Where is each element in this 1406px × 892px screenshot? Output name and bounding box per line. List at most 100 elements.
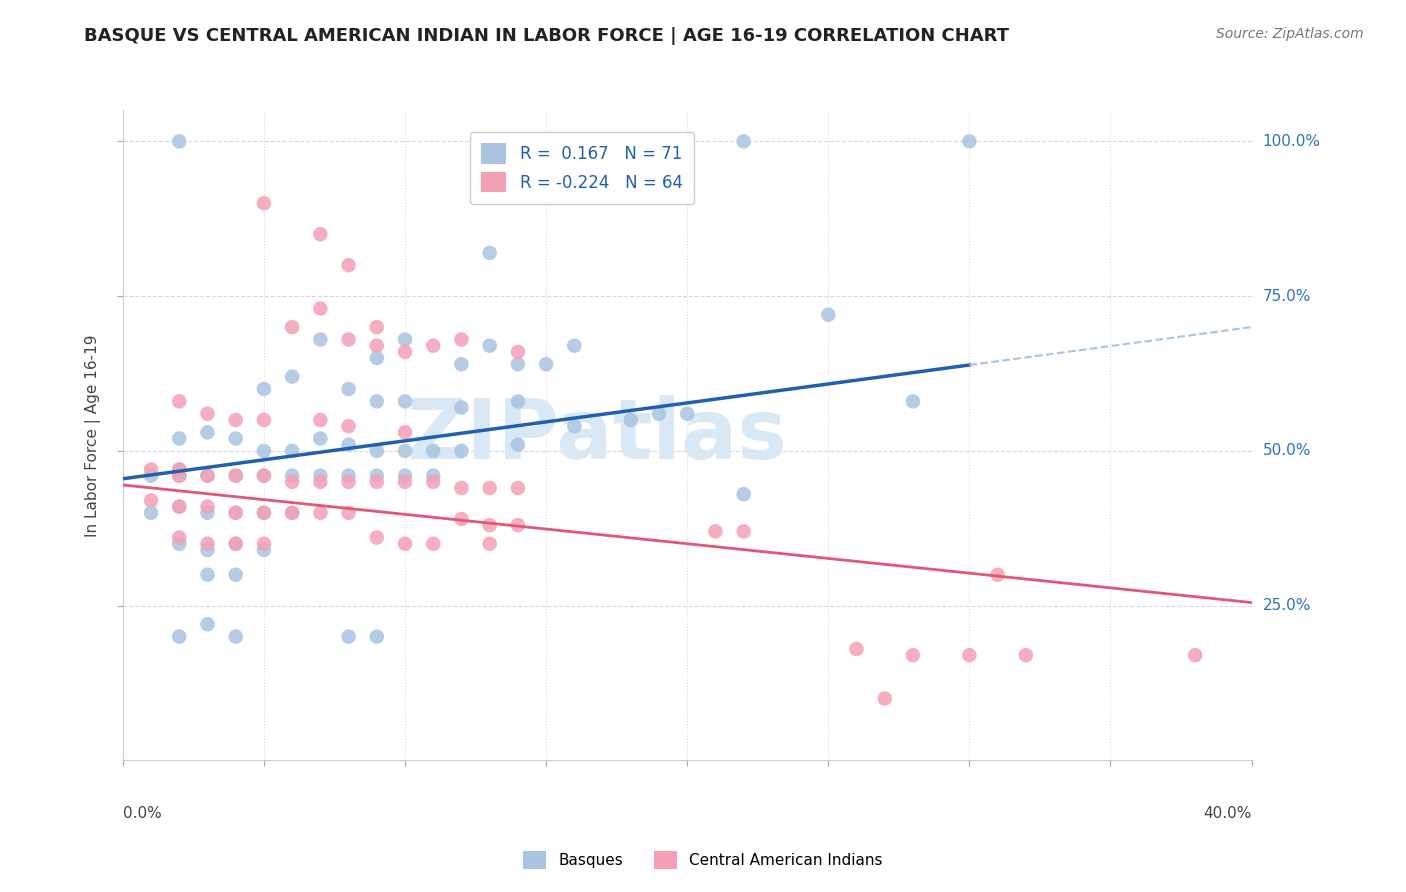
Point — [1184, 648, 1206, 662]
Point — [309, 475, 332, 489]
Point — [987, 567, 1010, 582]
Point — [506, 518, 529, 533]
Point — [733, 524, 755, 539]
Point — [422, 443, 444, 458]
Point — [309, 227, 332, 242]
Text: 0.0%: 0.0% — [122, 805, 162, 821]
Point — [169, 135, 191, 149]
Point — [366, 351, 388, 365]
Point — [309, 333, 332, 347]
Point — [197, 543, 219, 558]
Point — [197, 468, 219, 483]
Point — [139, 462, 162, 476]
Point — [253, 543, 276, 558]
Point — [197, 407, 219, 421]
Point — [366, 475, 388, 489]
Point — [225, 432, 247, 446]
Point — [478, 537, 501, 551]
Text: 25.0%: 25.0% — [1263, 599, 1310, 613]
Point — [169, 462, 191, 476]
Point — [957, 648, 980, 662]
Point — [873, 691, 896, 706]
Point — [169, 537, 191, 551]
Point — [337, 382, 360, 396]
Text: BASQUE VS CENTRAL AMERICAN INDIAN IN LABOR FORCE | AGE 16-19 CORRELATION CHART: BASQUE VS CENTRAL AMERICAN INDIAN IN LAB… — [84, 27, 1010, 45]
Point — [478, 135, 501, 149]
Point — [337, 630, 360, 644]
Point — [197, 425, 219, 440]
Point — [394, 475, 416, 489]
Point — [281, 468, 304, 483]
Point — [478, 339, 501, 353]
Point — [225, 537, 247, 551]
Point — [422, 475, 444, 489]
Point — [1015, 648, 1038, 662]
Point — [139, 493, 162, 508]
Point — [197, 537, 219, 551]
Point — [197, 468, 219, 483]
Point — [253, 468, 276, 483]
Point — [253, 506, 276, 520]
Point — [478, 245, 501, 260]
Point — [197, 500, 219, 514]
Point — [309, 432, 332, 446]
Point — [253, 468, 276, 483]
Point — [676, 407, 699, 421]
Point — [394, 333, 416, 347]
Point — [394, 443, 416, 458]
Point — [366, 468, 388, 483]
Point — [253, 506, 276, 520]
Point — [817, 308, 839, 322]
Legend: R =  0.167   N = 71, R = -0.224   N = 64: R = 0.167 N = 71, R = -0.224 N = 64 — [470, 132, 695, 204]
Text: 50.0%: 50.0% — [1263, 443, 1310, 458]
Point — [169, 630, 191, 644]
Point — [281, 443, 304, 458]
Point — [253, 382, 276, 396]
Text: Source: ZipAtlas.com: Source: ZipAtlas.com — [1216, 27, 1364, 41]
Point — [309, 413, 332, 427]
Point — [281, 506, 304, 520]
Point — [225, 413, 247, 427]
Point — [225, 506, 247, 520]
Point — [422, 537, 444, 551]
Point — [281, 475, 304, 489]
Point — [506, 438, 529, 452]
Point — [337, 475, 360, 489]
Point — [394, 394, 416, 409]
Point — [309, 506, 332, 520]
Point — [450, 357, 472, 371]
Point — [366, 630, 388, 644]
Point — [394, 344, 416, 359]
Point — [197, 617, 219, 632]
Point — [253, 413, 276, 427]
Point — [225, 468, 247, 483]
Point — [648, 407, 671, 421]
Point — [169, 531, 191, 545]
Point — [197, 567, 219, 582]
Point — [901, 648, 924, 662]
Point — [337, 419, 360, 434]
Point — [253, 196, 276, 211]
Point — [394, 425, 416, 440]
Text: ZIPatlas: ZIPatlas — [406, 395, 787, 476]
Point — [845, 642, 868, 657]
Point — [366, 320, 388, 334]
Point — [704, 524, 727, 539]
Point — [309, 468, 332, 483]
Point — [901, 394, 924, 409]
Point — [337, 333, 360, 347]
Y-axis label: In Labor Force | Age 16-19: In Labor Force | Age 16-19 — [86, 334, 101, 537]
Point — [281, 320, 304, 334]
Point — [337, 506, 360, 520]
Point — [394, 537, 416, 551]
Point — [169, 432, 191, 446]
Point — [337, 468, 360, 483]
Point — [450, 333, 472, 347]
Point — [478, 518, 501, 533]
Point — [450, 512, 472, 526]
Point — [506, 481, 529, 495]
Point — [450, 481, 472, 495]
Point — [506, 357, 529, 371]
Point — [225, 537, 247, 551]
Point — [225, 630, 247, 644]
